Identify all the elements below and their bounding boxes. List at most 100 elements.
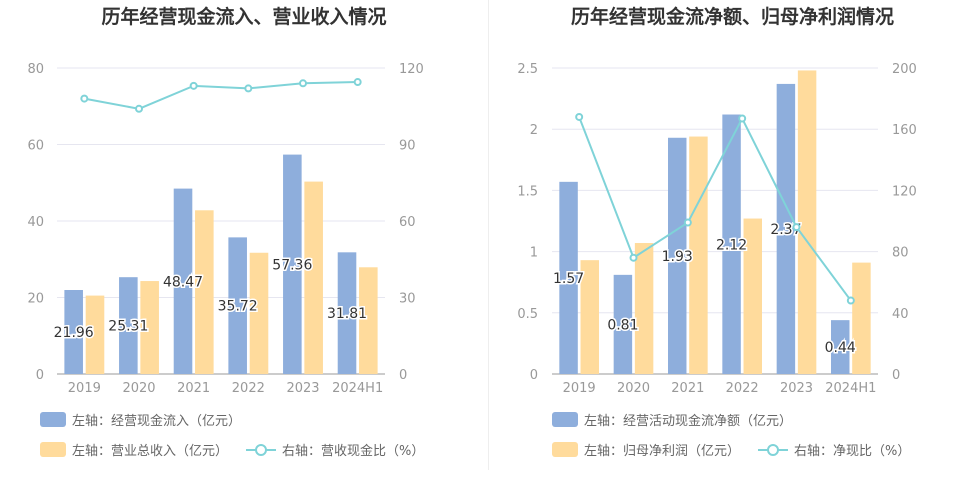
bar-blue	[283, 154, 302, 374]
y-left-tick-label: 2	[530, 123, 538, 138]
x-tick-label: 2023	[780, 381, 813, 396]
legend-label[interactable]: 左轴：归母净利润（亿元）	[584, 443, 741, 459]
x-tick-label: 2022	[232, 381, 265, 396]
legend-row: 左轴：归母净利润（亿元） 右轴：净现比（%）	[552, 434, 928, 464]
data-label: 2.12	[716, 237, 747, 253]
legend-swatch-blue	[40, 411, 66, 427]
x-tick-label: 2022	[726, 381, 759, 396]
y-left-tick-label: 1	[530, 246, 538, 261]
legend-swatch-line	[758, 442, 789, 457]
line-point	[353, 78, 362, 87]
line-point	[575, 112, 584, 121]
line-point	[629, 253, 638, 262]
y-left-tick-label: 0	[36, 368, 44, 383]
bar-yellow	[634, 243, 654, 374]
data-label: 48.47	[163, 274, 203, 290]
series-line	[84, 81, 358, 110]
legend-label[interactable]: 左轴：经营现金流入（亿元）	[72, 413, 242, 429]
line-point	[299, 79, 307, 88]
y-right-tick-label: 40	[892, 307, 909, 322]
y-right-tick-label: 0	[892, 368, 900, 383]
chart-title: 历年经营现金流净额、归母净利润情况	[570, 6, 894, 28]
bar-yellow	[140, 281, 159, 374]
bar-yellow	[797, 70, 817, 374]
y-right-tick-label: 120	[892, 184, 917, 199]
bar-blue	[776, 83, 796, 375]
bar-blue	[613, 274, 633, 374]
x-tick-label: 2021	[671, 381, 704, 396]
bar-blue	[831, 320, 850, 374]
data-label: 31.81	[327, 306, 367, 322]
y-left-tick-label: 80	[27, 62, 44, 77]
y-right-tick-label: 200	[892, 62, 917, 77]
bar-blue	[668, 137, 687, 374]
legend-row: 左轴：经营活动现金流净额（亿元）	[552, 404, 928, 434]
chart-legend: 左轴：经营活动现金流净额（亿元） 左轴：归母净利润（亿元） 右轴：净现比（%）	[552, 404, 928, 464]
chart-title: 历年经营现金流入、营业收入情况	[101, 6, 387, 28]
legend-label[interactable]: 右轴：营收现金比（%）	[282, 443, 425, 459]
data-label: 25.31	[108, 319, 148, 335]
bar-yellow	[195, 210, 214, 374]
y-right-tick-label: 60	[399, 215, 416, 230]
line-point	[244, 84, 253, 93]
legend-swatch-line	[246, 442, 277, 457]
line-point	[792, 223, 801, 232]
x-tick-label: 2019	[563, 381, 596, 396]
x-tick-label: 2020	[122, 381, 155, 396]
bar-blue	[228, 237, 247, 374]
chart-legend: 左轴：经营现金流入（亿元） 左轴：营业总收入（亿元） 右轴：营收现金比（%）	[40, 404, 442, 464]
bar-blue	[173, 188, 193, 374]
legend-label[interactable]: 左轴：营业总收入（亿元）	[72, 443, 229, 459]
x-tick-label: 2023	[286, 381, 319, 396]
chart-plot-area: 0 0 0.5 40 1 80 1.5 120 2 160 2.5 200 1.57 0.81 1.93 2.…	[517, 62, 917, 396]
x-tick-label: 2019	[68, 381, 101, 396]
y-left-tick-label: 0.5	[517, 307, 538, 322]
y-left-tick-label: 20	[27, 292, 44, 307]
data-label: 21.96	[54, 325, 94, 341]
x-tick-label: 2024H1	[825, 381, 876, 396]
bar-blue	[119, 277, 138, 374]
line-point	[683, 218, 692, 227]
bar-yellow	[743, 218, 762, 374]
data-label: 0.81	[607, 317, 638, 333]
legend-swatch-yellow	[40, 441, 66, 457]
legend-swatch-yellow	[552, 441, 578, 457]
x-tick-label: 2021	[177, 381, 210, 396]
line-point	[80, 94, 89, 103]
line-point	[738, 114, 747, 123]
data-label: 1.93	[662, 249, 693, 265]
y-left-tick-label: 1.5	[517, 184, 538, 199]
bar-blue	[559, 181, 578, 374]
legend-label[interactable]: 左轴：经营活动现金流净额（亿元）	[584, 413, 793, 429]
y-left-tick-label: 0	[530, 368, 538, 383]
data-label: 1.57	[553, 271, 584, 287]
line-point	[135, 104, 143, 113]
x-tick-label: 2024H1	[332, 381, 383, 396]
data-label: 57.36	[272, 257, 312, 273]
bar-yellow	[689, 136, 708, 374]
bar-yellow	[249, 252, 269, 374]
legend-swatch-blue	[552, 411, 578, 427]
series-line	[578, 116, 852, 302]
chart-plot-area: 0 0 20 30 40 60 60 90 80 120 21.96 25.31 48.47 35.72 5…	[27, 62, 424, 396]
panel-divider	[488, 0, 489, 470]
bar-yellow	[359, 267, 378, 374]
data-label: 35.72	[218, 299, 258, 315]
y-right-tick-label: 160	[892, 123, 917, 138]
chart-panel-cashflow-revenue: 历年经营现金流入、营业收入情况 0 0 20 30 40 60 60 90 80 120 21.96…	[27, 6, 442, 464]
y-right-tick-label: 30	[399, 292, 416, 307]
bar-yellow	[852, 262, 871, 374]
y-right-tick-label: 120	[399, 62, 424, 77]
bar-yellow	[85, 295, 105, 374]
y-right-tick-label: 80	[892, 246, 909, 261]
legend-row: 左轴：营业总收入（亿元） 右轴：营收现金比（%）	[40, 434, 442, 464]
bar-yellow	[580, 260, 599, 374]
bar-yellow	[304, 181, 323, 374]
legend-label[interactable]: 右轴：净现比（%）	[794, 443, 911, 459]
y-right-tick-label: 90	[399, 139, 416, 154]
y-left-tick-label: 2.5	[517, 62, 538, 77]
chart-panel-netcash-profit: 历年经营现金流净额、归母净利润情况 0 0 0.5 40 1 80 1.5 120 2 160 2.…	[490, 0, 975, 500]
line-point	[189, 81, 198, 90]
bar-blue	[64, 290, 83, 374]
